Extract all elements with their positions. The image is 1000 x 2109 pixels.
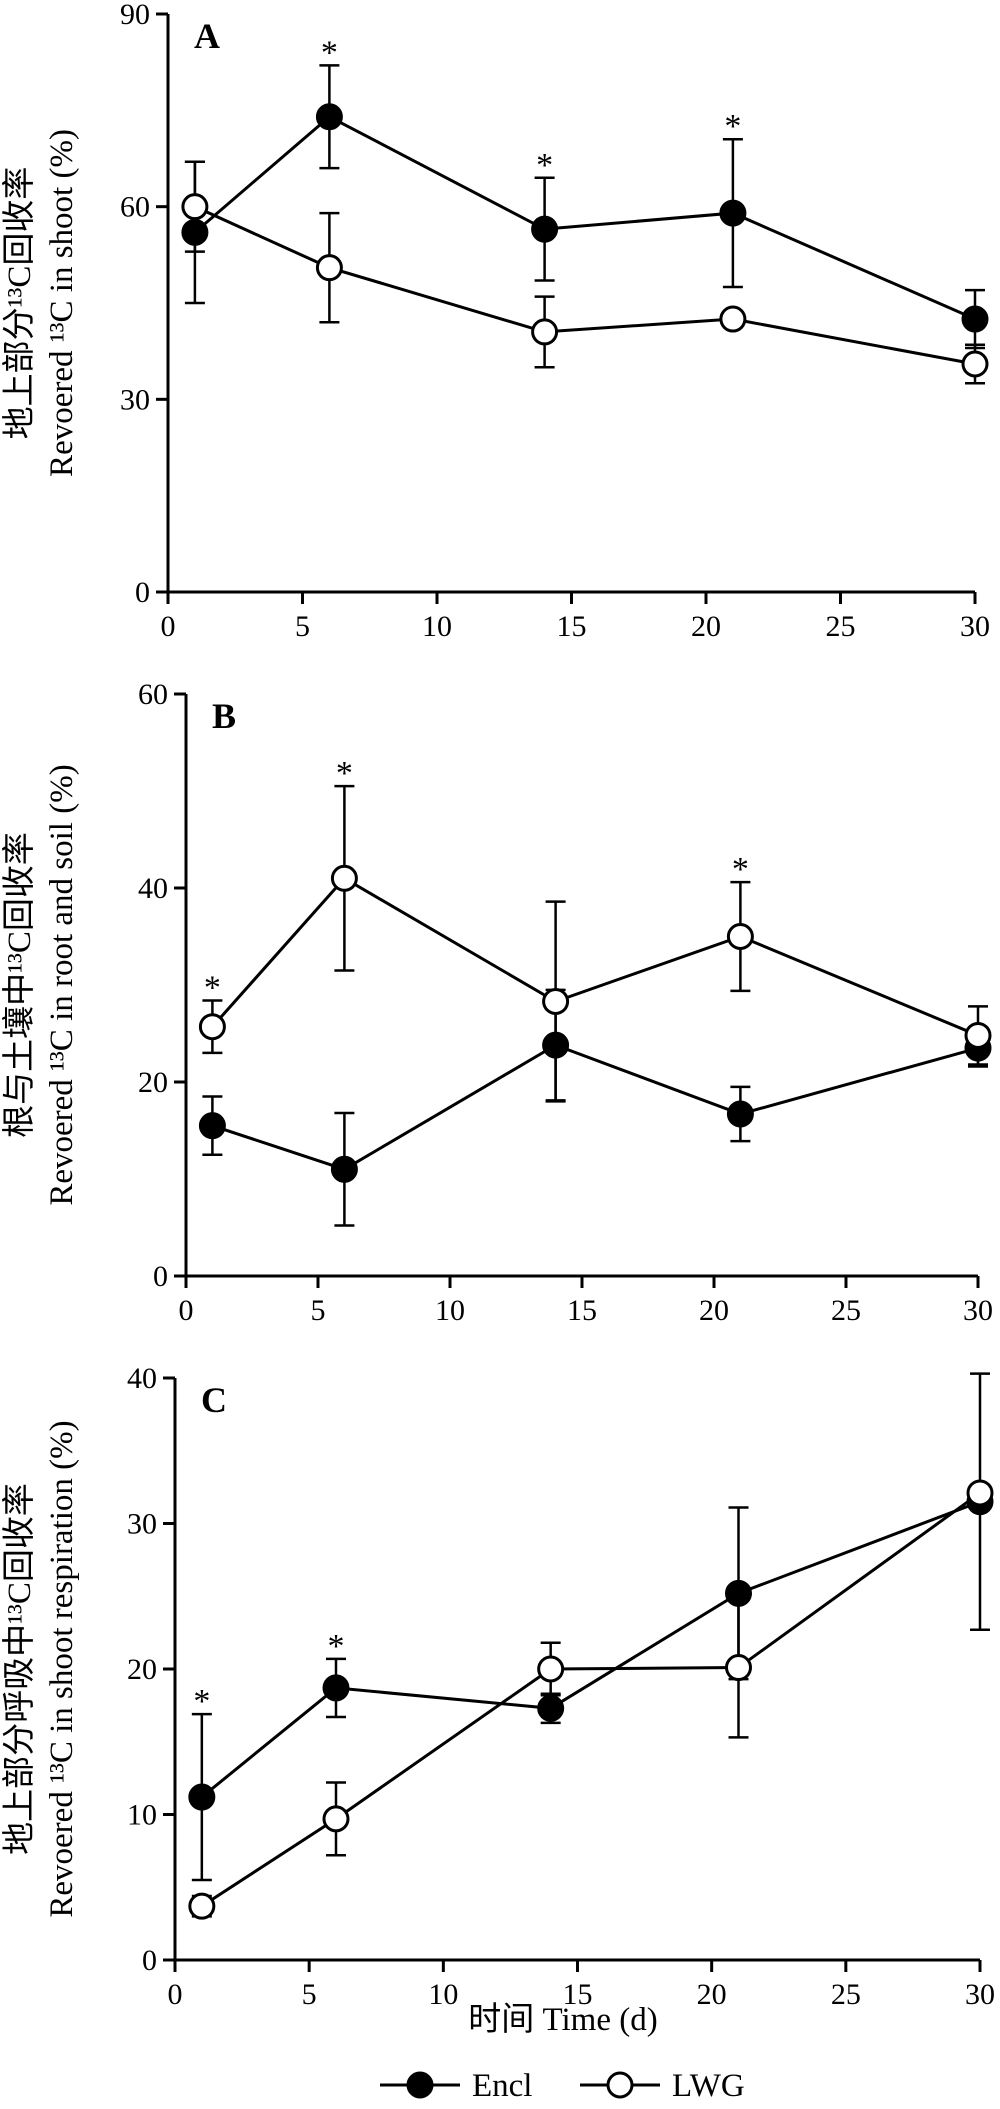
y-tick-label: 0 (153, 1260, 168, 1293)
data-point-lwg (531, 318, 559, 346)
y-axis-label-en: Revoered ¹³C in root and soil (%) (44, 764, 80, 1205)
x-tick-label: 5 (311, 1294, 326, 1327)
x-tick-label: 30 (963, 1294, 993, 1327)
x-tick-label: 20 (697, 1978, 727, 2011)
significance-marker: * (321, 34, 338, 71)
x-tick-label: 5 (302, 1978, 317, 2011)
series-line-encl (200, 1500, 981, 1799)
x-tick-label: 25 (831, 1978, 861, 2011)
x-tick-label: 0 (179, 1294, 194, 1327)
x-tick-label: 30 (965, 1978, 995, 2011)
data-point-encl (315, 103, 343, 131)
legend-label-encl: Encl (472, 2068, 532, 2104)
y-tick-label: 30 (127, 1508, 157, 1541)
x-tick-label: 15 (557, 610, 587, 643)
data-point-encl (725, 1579, 752, 1607)
x-tick-label: 10 (428, 1978, 458, 2011)
x-tick-label: 20 (699, 1294, 729, 1327)
y-axis-label-cn: 根与土壤中¹³C回收率 (1, 832, 38, 1138)
data-point-lwg (964, 1021, 992, 1049)
data-point-encl (726, 1100, 754, 1128)
data-point-lwg (726, 923, 754, 950)
data-point-lwg (330, 864, 358, 892)
y-tick-label: 30 (120, 383, 150, 416)
legend-label-lwg: LWG (672, 2068, 745, 2104)
data-point-encl (537, 1694, 565, 1722)
data-point-encl (542, 1031, 570, 1059)
data-point-lwg (966, 1479, 994, 1507)
y-tick-label: 90 (120, 0, 150, 31)
data-point-encl (719, 199, 747, 227)
x-tick-label: 15 (567, 1294, 597, 1327)
series-line-lwg (194, 205, 976, 366)
y-tick-label: 60 (120, 191, 150, 224)
panel-label: C (201, 1380, 227, 1420)
significance-marker: * (732, 851, 749, 888)
panel-label: A (194, 16, 220, 56)
panel-label: B (212, 696, 236, 736)
x-tick-label: 0 (161, 610, 176, 643)
y-tick-label: 20 (138, 1066, 168, 1099)
legend-marker-encl (406, 2071, 434, 2099)
y-axis-label-cn: 地上部分¹³C回收率 (1, 167, 38, 440)
series-line-lwg (201, 1491, 981, 1908)
y-axis-label-en: Revoered ¹³C in shoot respiration (%) (44, 1420, 80, 1917)
x-tick-label: 15 (563, 1978, 593, 2011)
panel-a: 0 30 60 90 0 5 10 15 20 25 30 A 地上部分¹³C回收率 Revoered ¹… (1, 0, 990, 643)
x-tick-label: 20 (691, 610, 721, 643)
data-point-lwg (542, 987, 570, 1015)
data-point-lwg (537, 1655, 565, 1683)
y-tick-label: 0 (135, 576, 150, 609)
y-tick-label: 60 (138, 678, 168, 711)
x-tick-label: 25 (831, 1294, 861, 1327)
legend: Encl LWG (380, 2068, 745, 2104)
significance-marker: * (336, 755, 353, 792)
significance-marker: * (328, 1628, 345, 1665)
x-tick-label: 10 (422, 610, 452, 643)
series-line-encl (193, 114, 976, 321)
data-point-encl (330, 1155, 358, 1183)
y-tick-label: 40 (138, 872, 168, 905)
y-tick-label: 0 (142, 1944, 157, 1977)
x-tick-label: 25 (826, 610, 856, 643)
data-point-lwg (725, 1654, 752, 1682)
panel-b: 0 20 40 60 0 5 10 15 20 25 30 B 根与土壤中¹³C回收率 Revoered … (1, 678, 993, 1327)
significance-marker: * (193, 1683, 210, 1720)
data-point-lwg (188, 1892, 216, 1920)
data-point-lwg (198, 1013, 226, 1041)
data-point-lwg (961, 350, 989, 378)
x-tick-label: 0 (168, 1978, 183, 2011)
data-point-encl (322, 1674, 350, 1702)
series-line-lwg (211, 876, 979, 1037)
y-tick-label: 10 (127, 1799, 157, 1832)
significance-marker: * (536, 147, 553, 184)
significance-marker: * (204, 970, 221, 1007)
data-point-lwg (315, 254, 343, 282)
series-line-encl (211, 1043, 979, 1171)
x-tick-label: 10 (435, 1294, 465, 1327)
x-axis-label: 时间 Time (d) (468, 2002, 657, 2038)
data-point-lwg (719, 305, 747, 333)
y-axis-label-en: Revoered ¹³C in shoot (%) (44, 129, 80, 477)
legend-marker-lwg (606, 2071, 634, 2099)
data-point-lwg (322, 1805, 350, 1833)
data-point-encl (188, 1783, 216, 1811)
data-point-encl (198, 1112, 226, 1140)
panel-c: 0 10 20 30 40 0 5 10 15 20 25 30 C 地上部分呼吸中¹³C回收率 Revoe… (1, 1362, 995, 2011)
data-point-lwg (181, 193, 209, 221)
y-tick-label: 40 (127, 1362, 157, 1395)
data-point-encl (961, 305, 989, 333)
y-tick-label: 20 (127, 1653, 157, 1686)
x-tick-label: 30 (960, 610, 990, 643)
y-axis-label-cn: 地上部分呼吸中¹³C回收率 (1, 1483, 38, 1855)
data-point-encl (531, 215, 559, 243)
x-tick-label: 5 (295, 610, 310, 643)
data-point-encl (181, 218, 209, 246)
significance-marker: * (724, 108, 741, 145)
